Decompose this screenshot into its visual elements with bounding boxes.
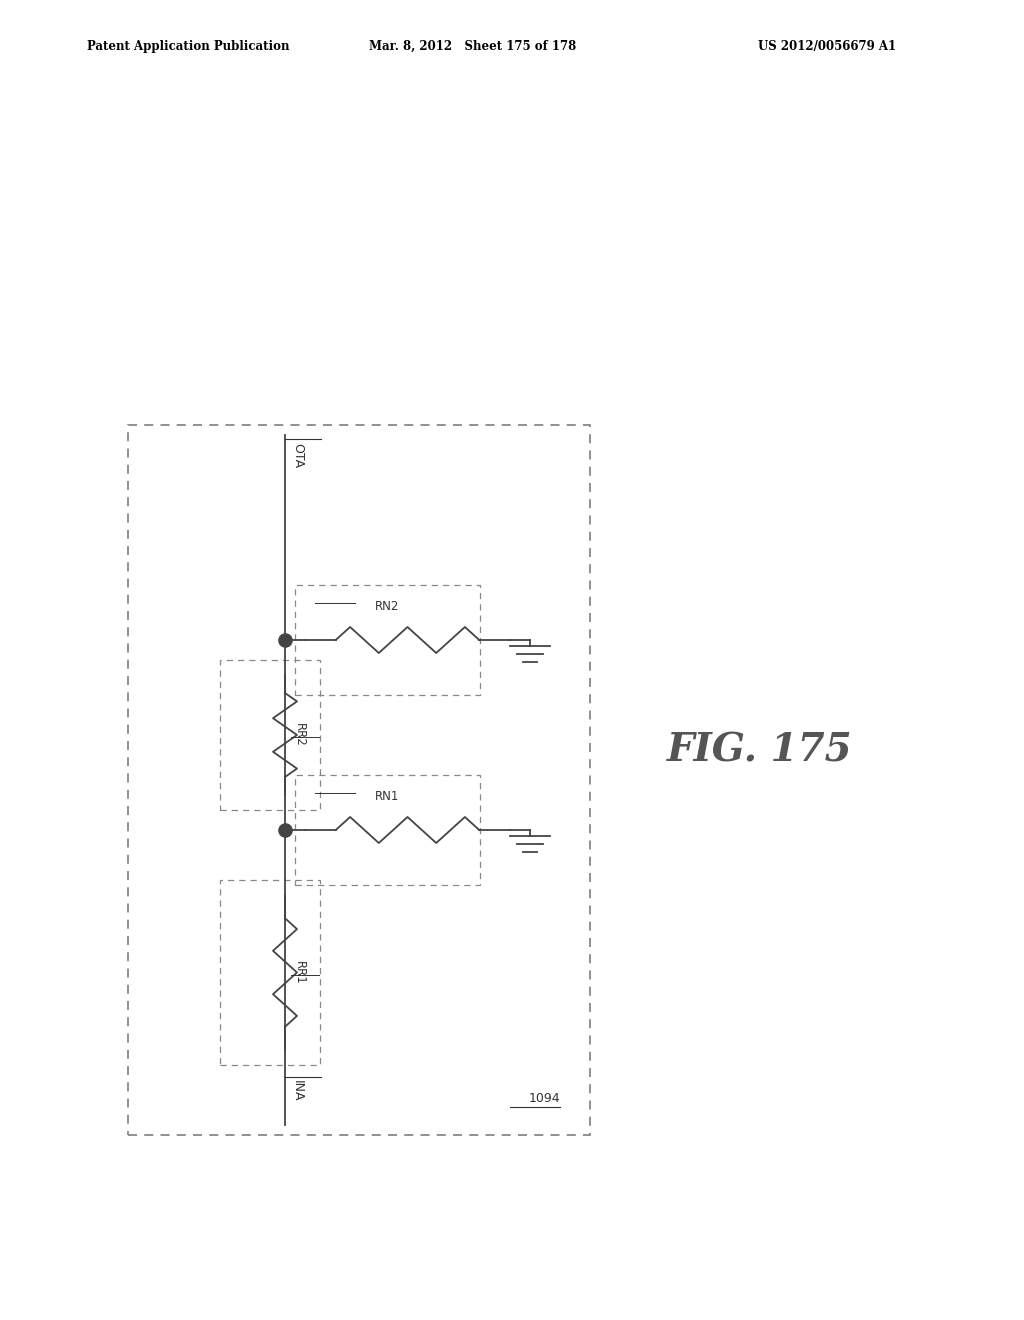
Bar [220, 880, 319, 1065]
Text: INA: INA [291, 1080, 304, 1101]
Bar [128, 425, 590, 1135]
Text: 1094: 1094 [528, 1092, 560, 1105]
Text: RN1: RN1 [376, 789, 399, 803]
Text: FIG. 175: FIG. 175 [668, 731, 853, 770]
Text: Mar. 8, 2012   Sheet 175 of 178: Mar. 8, 2012 Sheet 175 of 178 [369, 40, 575, 53]
Text: US 2012/0056679 A1: US 2012/0056679 A1 [758, 40, 896, 53]
Bar [220, 660, 319, 810]
Text: Patent Application Publication: Patent Application Publication [87, 40, 290, 53]
Bar [295, 585, 480, 696]
Bar [295, 775, 480, 884]
Text: OTA: OTA [291, 444, 304, 469]
Point [276, 820, 293, 841]
Point [276, 630, 293, 651]
Text: RR1: RR1 [293, 961, 306, 985]
Text: RN2: RN2 [376, 601, 399, 612]
Text: RR2: RR2 [293, 723, 306, 747]
